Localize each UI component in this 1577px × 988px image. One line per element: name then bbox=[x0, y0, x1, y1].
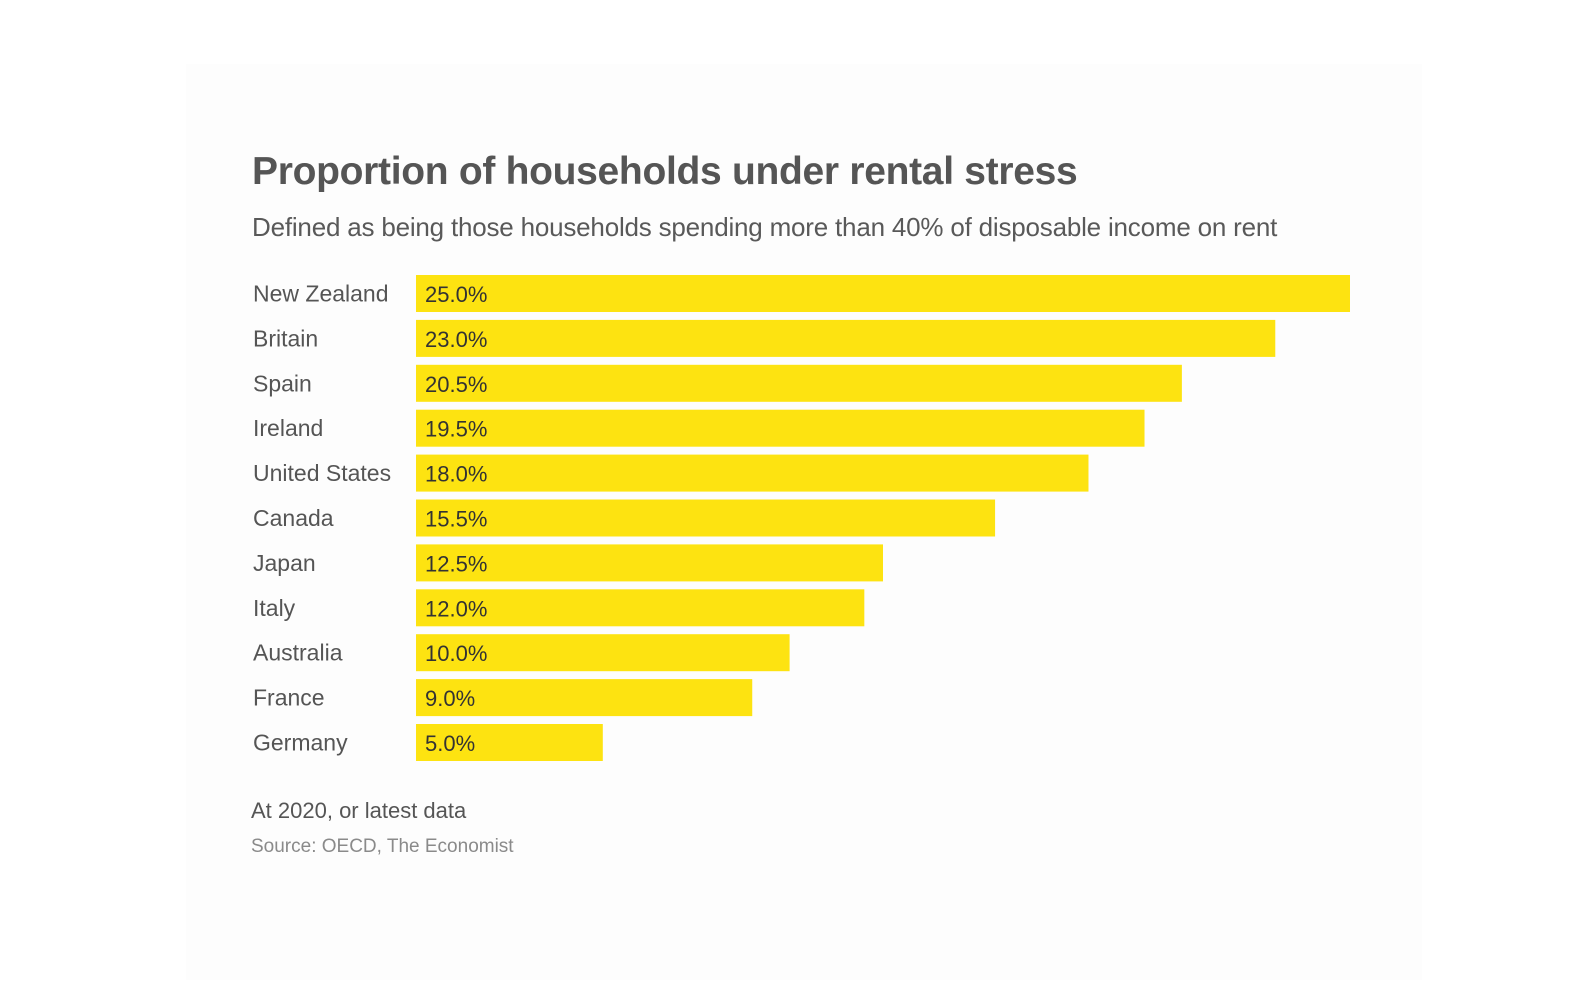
category-label: Spain bbox=[253, 370, 312, 396]
bar bbox=[416, 409, 1145, 447]
category-label: Ireland bbox=[253, 415, 323, 441]
category-label: Japan bbox=[253, 550, 316, 576]
bar bbox=[416, 589, 865, 627]
bar bbox=[416, 544, 883, 582]
category-label: New Zealand bbox=[253, 281, 389, 307]
bar bbox=[416, 679, 753, 717]
data-label: 20.5% bbox=[425, 372, 487, 397]
data-label: 9.0% bbox=[425, 686, 475, 711]
category-label: Britain bbox=[253, 325, 318, 351]
data-label: 12.5% bbox=[425, 551, 487, 576]
bar bbox=[416, 319, 1276, 357]
chart-subtitle: Defined as being those households spendi… bbox=[252, 212, 1278, 242]
bar bbox=[416, 724, 603, 761]
chart-note: At 2020, or latest data bbox=[251, 798, 467, 823]
category-label: France bbox=[253, 685, 325, 711]
bar bbox=[416, 454, 1089, 492]
chart-source: Source: OECD, The Economist bbox=[251, 836, 514, 857]
data-label: 19.5% bbox=[425, 417, 487, 442]
data-label: 23.0% bbox=[425, 327, 487, 352]
data-label: 15.5% bbox=[425, 507, 487, 532]
data-label: 10.0% bbox=[425, 641, 487, 666]
bar bbox=[416, 275, 1350, 312]
category-label: United States bbox=[253, 460, 391, 486]
data-label: 12.0% bbox=[425, 596, 487, 621]
data-label: 25.0% bbox=[425, 282, 487, 307]
data-label: 5.0% bbox=[425, 731, 475, 756]
bar bbox=[416, 634, 790, 672]
bar bbox=[416, 499, 996, 537]
data-label: 18.0% bbox=[425, 462, 487, 487]
category-label: Australia bbox=[253, 640, 343, 666]
bar bbox=[416, 364, 1182, 402]
category-label: Germany bbox=[253, 730, 348, 756]
category-label: Canada bbox=[253, 505, 334, 531]
category-label: Italy bbox=[253, 595, 296, 621]
chart-title: Proportion of households under rental st… bbox=[252, 150, 1078, 193]
